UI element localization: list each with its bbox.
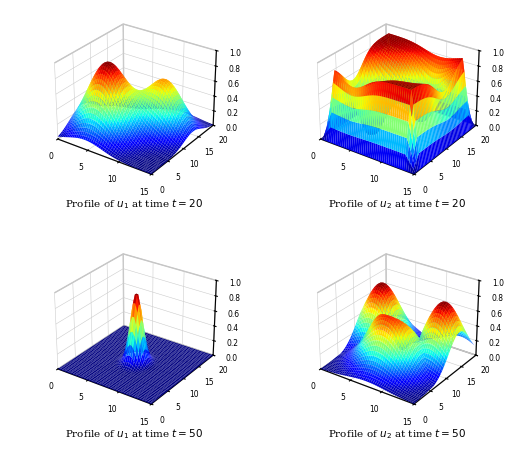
Title: Profile of $u_1$ at time $t = 20$: Profile of $u_1$ at time $t = 20$ (65, 197, 203, 211)
Title: Profile of $u_1$ at time $t = 50$: Profile of $u_1$ at time $t = 50$ (65, 427, 203, 441)
Title: Profile of $u_2$ at time $t = 20$: Profile of $u_2$ at time $t = 20$ (328, 197, 466, 211)
Title: Profile of $u_2$ at time $t = 50$: Profile of $u_2$ at time $t = 50$ (328, 427, 466, 441)
